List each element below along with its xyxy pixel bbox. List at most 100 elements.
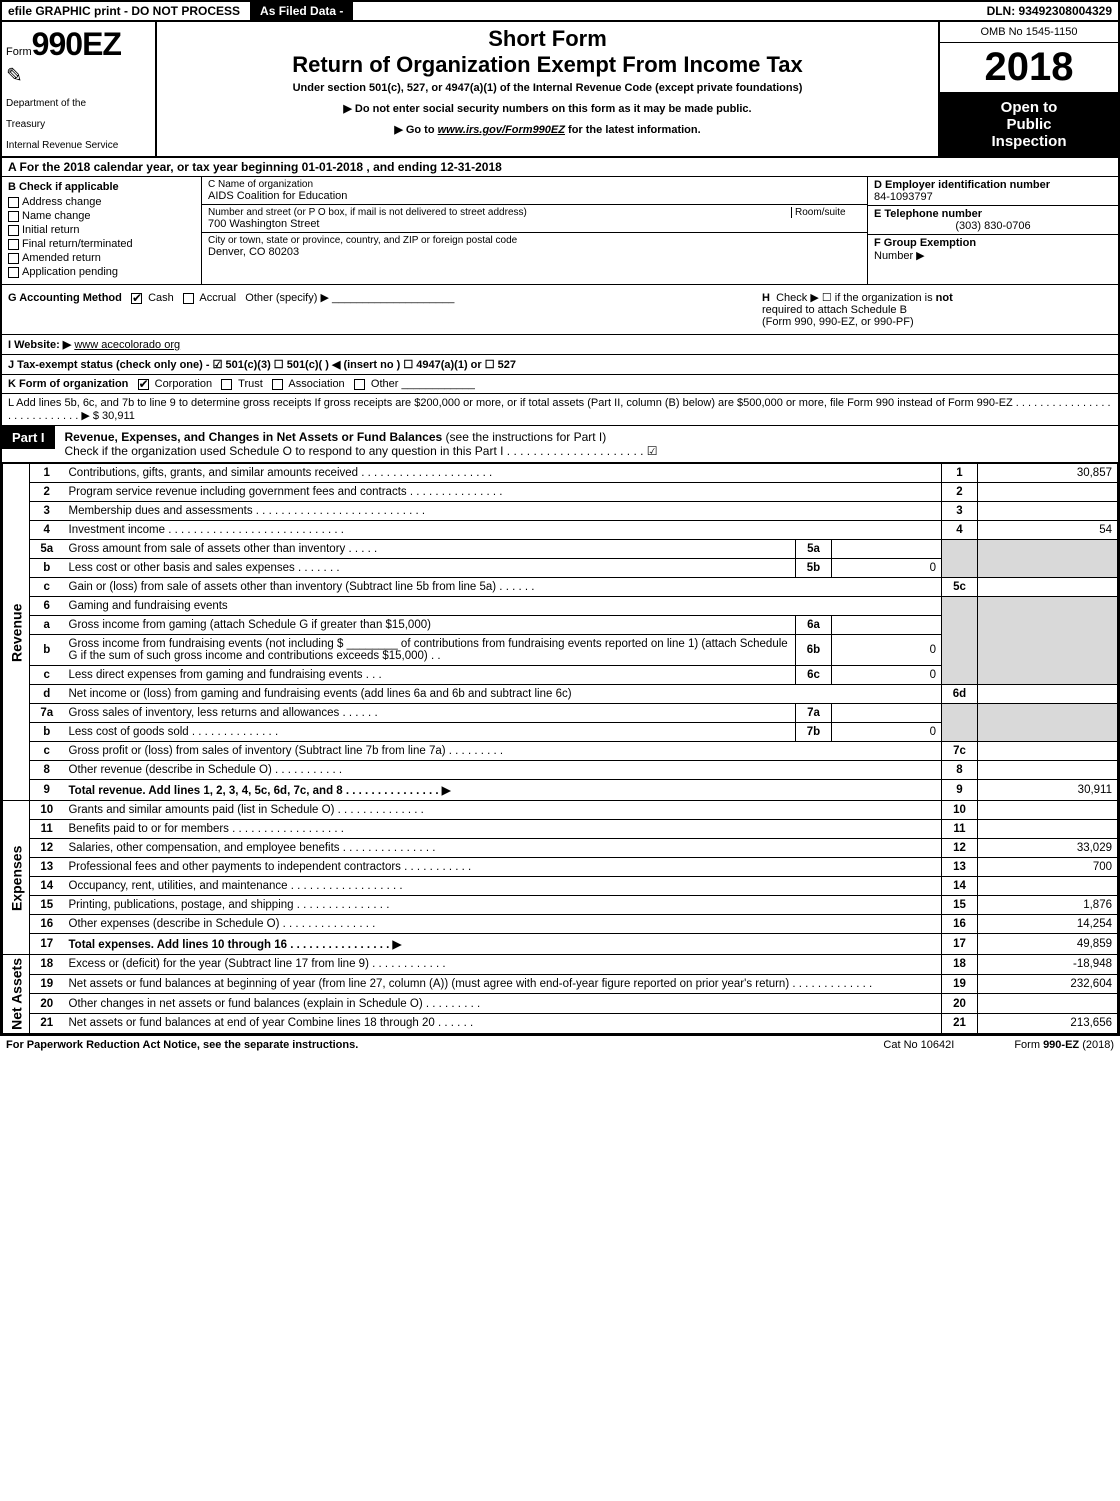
line-7b-no: b [30, 723, 64, 742]
tax-year: 2018 [940, 43, 1118, 93]
cb-trust[interactable] [221, 379, 232, 390]
line-4-num: 4 [942, 521, 978, 540]
line-5b-no: b [30, 559, 64, 578]
dept-line1: Department of the [6, 98, 151, 109]
accounting-method-label: G Accounting Method [8, 292, 122, 304]
line-7c-num: 7c [942, 742, 978, 761]
expenses-section-label: Expenses [3, 801, 30, 955]
cb-other-org[interactable] [354, 379, 365, 390]
h-text3: (Form 990, 990-EZ, or 990-PF) [762, 316, 914, 328]
line-17-val: 49,859 [978, 934, 1118, 955]
line-7a: 7a Gross sales of inventory, less return… [3, 704, 1118, 723]
line-5a-inval [832, 540, 942, 559]
cb-corporation[interactable] [138, 379, 149, 390]
line-19-no: 19 [30, 974, 64, 994]
line-9-val: 30,911 [978, 780, 1118, 801]
line-9-num: 9 [942, 780, 978, 801]
row-l-value: $ 30,911 [93, 410, 135, 422]
org-name-value: AIDS Coalition for Education [208, 190, 861, 202]
line-18-no: 18 [30, 955, 64, 975]
line-6a-desc: Gross income from gaming (attach Schedul… [64, 616, 796, 635]
ssn-warning: ▶ Do not enter social security numbers o… [165, 102, 930, 115]
line-10: Expenses 10 Grants and similar amounts p… [3, 801, 1118, 820]
top-bar: efile GRAPHIC print - DO NOT PROCESS As … [2, 2, 1118, 22]
cb-cash[interactable] [131, 293, 142, 304]
other-org-label: Other [371, 378, 399, 390]
line-21-val: 213,656 [978, 1014, 1118, 1034]
row-a-prefix: A For the 2018 calendar year, or tax yea… [8, 160, 302, 174]
line-14-num: 14 [942, 877, 978, 896]
form-header: Form990EZ ✎ Department of the Treasury I… [2, 22, 1118, 158]
group-exemption-label: F Group Exemption [874, 237, 976, 249]
line-10-num: 10 [942, 801, 978, 820]
row-a-tax-year: A For the 2018 calendar year, or tax yea… [2, 158, 1118, 177]
form-ref: Form 990-EZ (2018) [1014, 1039, 1114, 1051]
return-title: Return of Organization Exempt From Incom… [165, 52, 930, 78]
part-1-title-rest: (see the instructions for Part I) [442, 430, 606, 444]
line-5c-desc: Gain or (loss) from sale of assets other… [64, 578, 942, 597]
line-13-val: 700 [978, 858, 1118, 877]
line-5a-desc: Gross amount from sale of assets other t… [64, 540, 796, 559]
line-12-desc: Salaries, other compensation, and employ… [64, 839, 942, 858]
cash-label: Cash [148, 292, 174, 304]
group-exemption-number: Number ▶ [874, 250, 925, 262]
cb-accrual[interactable] [183, 293, 194, 304]
as-filed-label: As Filed Data - [250, 2, 353, 20]
line-6a-no: a [30, 616, 64, 635]
line-8-desc: Other revenue (describe in Schedule O) .… [64, 761, 942, 780]
line-15-desc: Printing, publications, postage, and shi… [64, 896, 942, 915]
row-a-end: 12-31-2018 [440, 160, 501, 174]
cb-association[interactable] [272, 379, 283, 390]
line-7b-inval: 0 [832, 723, 942, 742]
line-5c-no: c [30, 578, 64, 597]
netassets-section-label: Net Assets [3, 955, 30, 1034]
form-number: 990EZ [32, 26, 121, 62]
cb-address-change[interactable]: Address change [8, 196, 195, 208]
org-name-label: C Name of organization [208, 179, 861, 190]
irs-link[interactable]: www.irs.gov/Form990EZ [438, 124, 565, 136]
line-7b-desc: Less cost of goods sold . . . . . . . . … [64, 723, 796, 742]
org-address-row: Number and street (or P O box, if mail i… [202, 205, 867, 233]
line-17-num: 17 [942, 934, 978, 955]
line-16-desc: Other expenses (describe in Schedule O) … [64, 915, 942, 934]
cb-final-return[interactable]: Final return/terminated [8, 238, 195, 250]
line-11-val [978, 820, 1118, 839]
col-b-checkboxes: B Check if applicable Address change Nam… [2, 177, 202, 284]
line-17-desc: Total expenses. Add lines 10 through 16 … [64, 934, 942, 955]
room-suite-label: Room/suite [791, 207, 861, 218]
ein-label: D Employer identification number [874, 179, 1112, 191]
line-21: 21 Net assets or fund balances at end of… [3, 1014, 1118, 1034]
line-8-num: 8 [942, 761, 978, 780]
line-6d-val [978, 685, 1118, 704]
line-18-val: -18,948 [978, 955, 1118, 975]
line-17: 17 Total expenses. Add lines 10 through … [3, 934, 1118, 955]
col-b-title: B Check if applicable [8, 181, 195, 193]
line-6c-innum: 6c [796, 666, 832, 685]
col-c-org-info: C Name of organization AIDS Coalition fo… [202, 177, 868, 284]
line-5a: 5a Gross amount from sale of assets othe… [3, 540, 1118, 559]
line-8: 8 Other revenue (describe in Schedule O)… [3, 761, 1118, 780]
cb-name-change[interactable]: Name change [8, 210, 195, 222]
dept-line2: Treasury [6, 119, 151, 130]
cb-initial-return[interactable]: Initial return [8, 224, 195, 236]
website-value: www acecolorado org [74, 339, 180, 351]
line-3-val [978, 502, 1118, 521]
section-subtitle: Under section 501(c), 527, or 4947(a)(1)… [165, 82, 930, 94]
cb-application-pending[interactable]: Application pending [8, 266, 195, 278]
line-2-num: 2 [942, 483, 978, 502]
cb-amended-return[interactable]: Amended return [8, 252, 195, 264]
line-17-no: 17 [30, 934, 64, 955]
omb-number: OMB No 1545-1150 [940, 22, 1118, 43]
line-7ab-shade [942, 704, 978, 742]
form-title-block: Short Form Return of Organization Exempt… [157, 22, 938, 156]
row-a-begin: 01-01-2018 [302, 160, 363, 174]
line-13-num: 13 [942, 858, 978, 877]
other-specify-label: Other (specify) ▶ [245, 292, 329, 304]
line-7c-val [978, 742, 1118, 761]
line-3: 3 Membership dues and assessments . . . … [3, 502, 1118, 521]
line-6-desc: Gaming and fundraising events [64, 597, 942, 616]
dln-label: DLN: 93492308004329 [981, 2, 1118, 20]
line-5c-val [978, 578, 1118, 597]
line-6b-no: b [30, 635, 64, 666]
efile-label: efile GRAPHIC print - DO NOT PROCESS [2, 2, 246, 20]
